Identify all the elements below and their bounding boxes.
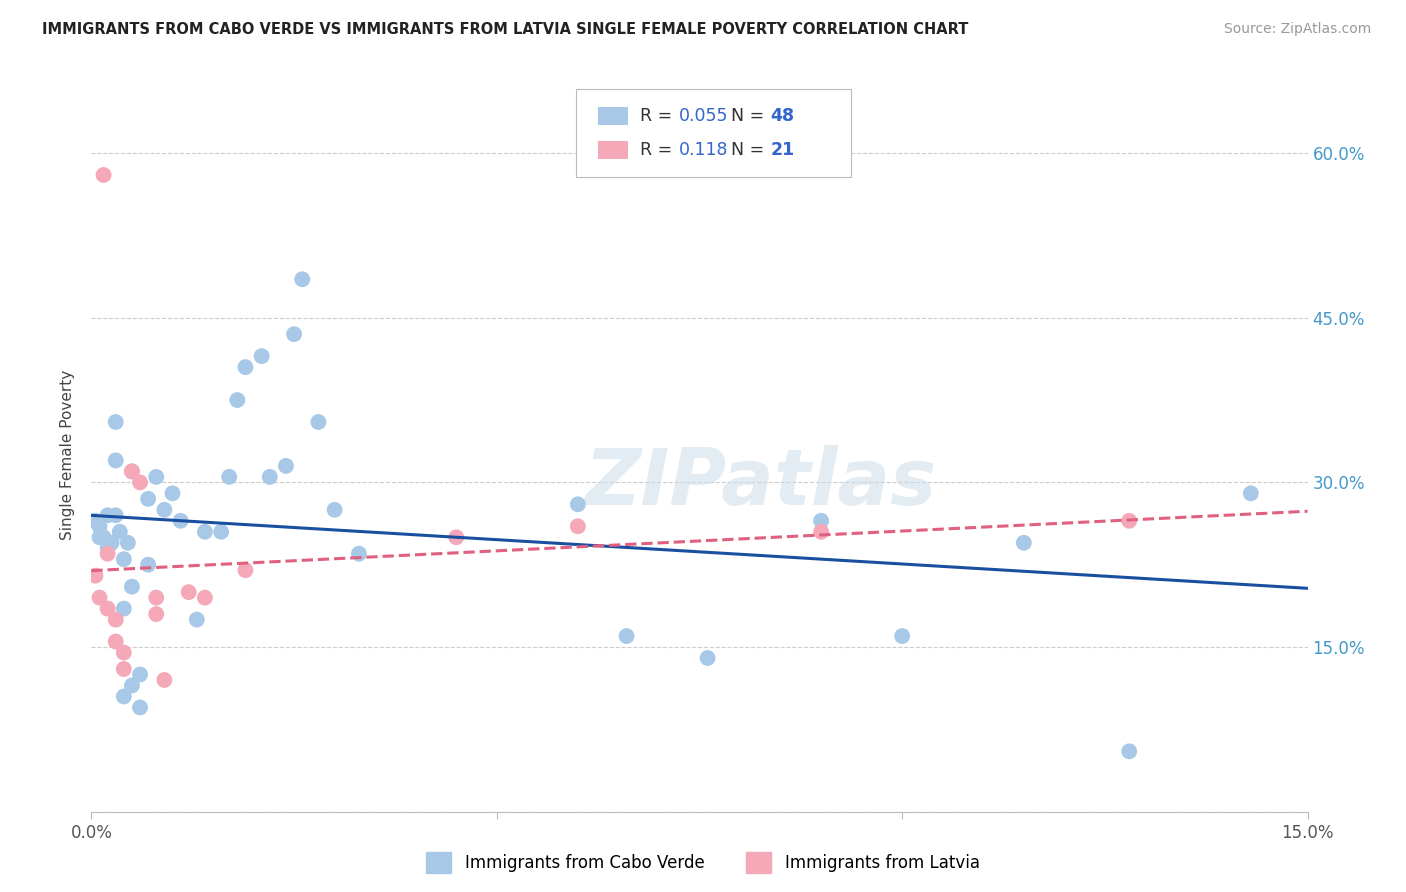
Point: [444, 530, 467, 544]
Point: [259, 470, 281, 484]
Text: 21: 21: [770, 141, 794, 159]
Point: [218, 470, 240, 484]
Point: [1012, 535, 1035, 549]
Text: R =: R =: [640, 141, 683, 159]
Point: [104, 613, 127, 627]
Point: [104, 415, 127, 429]
Point: [97, 601, 120, 615]
Legend: Immigrants from Cabo Verde, Immigrants from Latvia: Immigrants from Cabo Verde, Immigrants f…: [420, 846, 986, 880]
Text: N =: N =: [731, 141, 770, 159]
Point: [129, 667, 152, 681]
Text: N =: N =: [731, 107, 770, 125]
Point: [100, 535, 122, 549]
Text: 0.055: 0.055: [679, 107, 728, 125]
Point: [97, 547, 120, 561]
Point: [891, 629, 914, 643]
Text: 0.118: 0.118: [679, 141, 728, 159]
Point: [162, 486, 184, 500]
Point: [153, 503, 176, 517]
Point: [84, 568, 107, 582]
Point: [104, 453, 127, 467]
Point: [97, 541, 120, 556]
Point: [347, 547, 370, 561]
Point: [117, 535, 139, 549]
Point: [84, 514, 107, 528]
Point: [810, 514, 832, 528]
Point: [307, 415, 329, 429]
Point: [323, 503, 346, 517]
Point: [209, 524, 232, 539]
Point: [121, 580, 143, 594]
Point: [194, 524, 217, 539]
Point: [104, 634, 127, 648]
Point: [129, 700, 152, 714]
Point: [696, 651, 718, 665]
Point: [1118, 514, 1140, 528]
Point: [112, 601, 135, 615]
Point: [112, 662, 135, 676]
Point: [1240, 486, 1263, 500]
Text: ZIPatlas: ZIPatlas: [583, 445, 936, 522]
Y-axis label: Single Female Poverty: Single Female Poverty: [60, 370, 76, 540]
Point: [93, 168, 115, 182]
Point: [93, 530, 115, 544]
Point: [97, 508, 120, 523]
Point: [121, 678, 143, 692]
Point: [194, 591, 217, 605]
Point: [89, 519, 111, 533]
Point: [226, 392, 249, 407]
Point: [283, 327, 305, 342]
Point: [145, 607, 167, 621]
Point: [136, 558, 159, 572]
Point: [89, 530, 111, 544]
Point: [89, 591, 111, 605]
Point: [104, 508, 127, 523]
Point: [136, 491, 159, 506]
Text: Source: ZipAtlas.com: Source: ZipAtlas.com: [1223, 22, 1371, 37]
Point: [567, 519, 589, 533]
Point: [186, 613, 208, 627]
Point: [145, 591, 167, 605]
Point: [145, 470, 167, 484]
Point: [291, 272, 314, 286]
Point: [121, 464, 143, 478]
Point: [235, 563, 257, 577]
Point: [121, 464, 143, 478]
Point: [177, 585, 200, 599]
Point: [274, 458, 297, 473]
Point: [112, 552, 135, 566]
Point: [250, 349, 273, 363]
Point: [567, 497, 589, 511]
Text: 48: 48: [770, 107, 794, 125]
Text: IMMIGRANTS FROM CABO VERDE VS IMMIGRANTS FROM LATVIA SINGLE FEMALE POVERTY CORRE: IMMIGRANTS FROM CABO VERDE VS IMMIGRANTS…: [42, 22, 969, 37]
Point: [810, 524, 832, 539]
Point: [112, 646, 135, 660]
Point: [616, 629, 638, 643]
Point: [112, 690, 135, 704]
Point: [235, 360, 257, 375]
Point: [1118, 744, 1140, 758]
Text: R =: R =: [640, 107, 678, 125]
Point: [153, 673, 176, 687]
Point: [108, 524, 131, 539]
Point: [129, 475, 152, 490]
Point: [169, 514, 191, 528]
